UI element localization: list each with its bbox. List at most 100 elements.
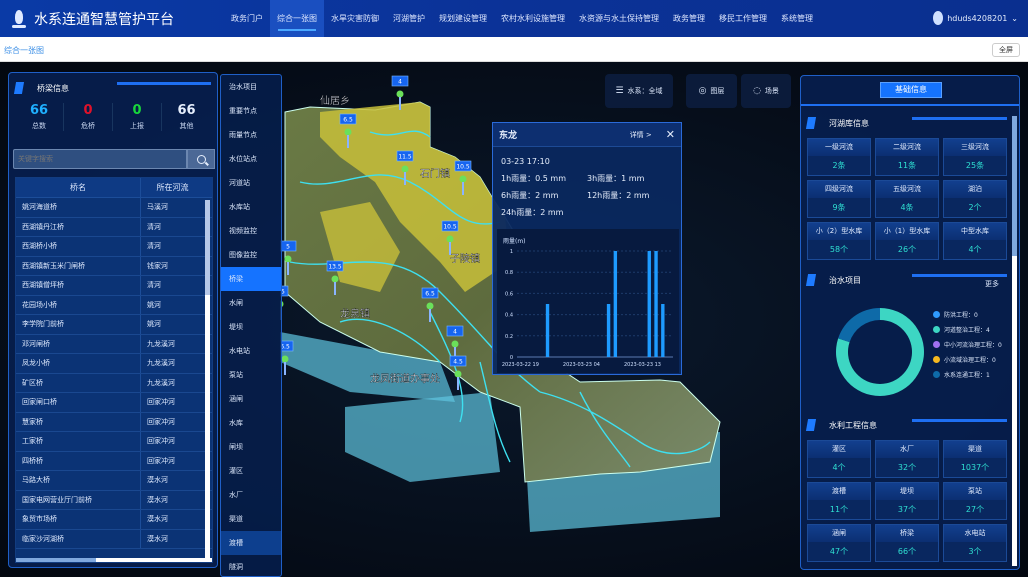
- rain-station-marker[interactable]: 6.5: [280, 340, 294, 375]
- layer-nav-item[interactable]: 桥梁: [221, 267, 281, 291]
- layer-nav-item[interactable]: 堤坝: [229, 323, 243, 331]
- table-row[interactable]: 矿区桥 九龙溪河: [16, 373, 212, 393]
- stat-card[interactable]: 小（1）型水库 26个: [875, 222, 939, 260]
- rain-station-marker[interactable]: 6.5: [421, 287, 439, 322]
- stat-card[interactable]: 灌区 4个: [807, 440, 871, 478]
- layer-nav-item[interactable]: 治水项目: [229, 83, 257, 91]
- stat-card[interactable]: 水厂 32个: [875, 440, 939, 478]
- table-row[interactable]: 西湖镇僧坪桥 清河: [16, 276, 212, 296]
- rain-station-marker[interactable]: 5: [280, 240, 297, 275]
- search-input[interactable]: [13, 149, 187, 169]
- stat-card[interactable]: 湖泊 2个: [943, 180, 1007, 218]
- rain-station-marker[interactable]: 11.5: [396, 150, 414, 185]
- table-row[interactable]: 邓河闸桥 九龙溪河: [16, 334, 212, 354]
- layers-button[interactable]: ◎ 图层: [686, 74, 737, 108]
- layer-nav-item[interactable]: 隧洞: [229, 563, 243, 571]
- legend-item[interactable]: 防洪工程：0: [933, 307, 1002, 322]
- stat-card[interactable]: 五级河流 4条: [875, 180, 939, 218]
- stat-card[interactable]: 涵闸 47个: [807, 524, 871, 562]
- nav-item[interactable]: 规划建设管理: [439, 14, 487, 23]
- vertical-scrollbar[interactable]: [205, 200, 210, 560]
- table-row[interactable]: 象贸市场桥 漠水河: [16, 510, 212, 530]
- scene-button[interactable]: ◌ 场景: [741, 74, 791, 108]
- rain-station-marker[interactable]: 4: [391, 75, 409, 110]
- table-row[interactable]: 四桥桥 回家冲河: [16, 451, 212, 471]
- layer-nav-item[interactable]: 重要节点: [229, 107, 257, 115]
- table-row[interactable]: 李学院门前桥 姚河: [16, 315, 212, 335]
- user-menu[interactable]: hduds4208201 ⌄: [933, 11, 1018, 25]
- layer-nav-item[interactable]: 涵闸: [229, 395, 243, 403]
- table-row[interactable]: 临家沙河湖桥 漠水河: [16, 529, 212, 549]
- donut-slice[interactable]: [838, 308, 880, 343]
- detail-link[interactable]: 详情 >: [629, 130, 652, 139]
- stat-card[interactable]: 二级河流 11条: [875, 138, 939, 176]
- layer-nav-item[interactable]: 水位站点: [229, 155, 257, 163]
- table-row[interactable]: 回家闸口桥 回家冲河: [16, 393, 212, 413]
- tab-basic-info[interactable]: 基础信息: [880, 82, 942, 98]
- table-row[interactable]: 慧家桥 回家冲河: [16, 412, 212, 432]
- table-row[interactable]: 凤龙小桥 九龙溪河: [16, 354, 212, 374]
- search-button[interactable]: [187, 149, 215, 169]
- table-row[interactable]: 西湖镇丹江桥 清河: [16, 217, 212, 237]
- stat-card[interactable]: 一级河流 2条: [807, 138, 871, 176]
- close-icon[interactable]: ✕: [665, 128, 675, 141]
- table-row[interactable]: 姚河海道桥 马溪河: [16, 198, 212, 218]
- table-row[interactable]: 西湖桥小桥 清河: [16, 237, 212, 257]
- nav-item[interactable]: 系统管理: [781, 14, 813, 23]
- rain-station-marker[interactable]: 10.5: [454, 160, 472, 195]
- vertical-scrollbar[interactable]: [1012, 116, 1017, 566]
- stat-card[interactable]: 泵站 27个: [943, 482, 1007, 520]
- table-row[interactable]: 西湖镇新玉米门闸桥 钱家河: [16, 256, 212, 276]
- layer-nav-item[interactable]: 闸坝: [229, 443, 243, 451]
- layer-nav-item[interactable]: 水电站: [229, 347, 250, 355]
- table-row[interactable]: 花园场小桥 姚河: [16, 295, 212, 315]
- table-row[interactable]: 马路大桥 漠水河: [16, 471, 212, 491]
- fullscreen-button[interactable]: 全屏: [992, 43, 1020, 57]
- layer-nav-item[interactable]: 雨量节点: [229, 131, 257, 139]
- more-link[interactable]: 更多: [985, 280, 999, 288]
- layer-nav-item[interactable]: 水库: [229, 419, 243, 427]
- layer-nav-item[interactable]: 泵站: [229, 371, 243, 379]
- stat-card[interactable]: 四级河流 9条: [807, 180, 871, 218]
- stat-card[interactable]: 水电站 3个: [943, 524, 1007, 562]
- nav-item[interactable]: 河湖管护: [393, 14, 425, 23]
- nav-item[interactable]: 政务门户: [231, 14, 263, 23]
- table-row[interactable]: 工家桥 回家冲河: [16, 432, 212, 452]
- column-header[interactable]: 桥名: [16, 178, 141, 197]
- stat-card[interactable]: 渡槽 11个: [807, 482, 871, 520]
- legend-item[interactable]: 小流域治理工程：0: [933, 352, 1002, 367]
- nav-item[interactable]: 政务管理: [673, 14, 705, 23]
- layer-nav-item[interactable]: 水库站: [229, 203, 250, 211]
- nav-item[interactable]: 移民工作管理: [719, 14, 767, 23]
- layer-nav-item[interactable]: 渡槽: [221, 531, 281, 555]
- layer-nav-item[interactable]: 河道站: [229, 179, 250, 187]
- stat-card[interactable]: 桥梁 66个: [875, 524, 939, 562]
- stat-card[interactable]: 渠道 1037个: [943, 440, 1007, 478]
- nav-item[interactable]: 农村水利设施管理: [501, 14, 565, 23]
- layer-nav-item[interactable]: 灌区: [229, 467, 243, 475]
- breadcrumb[interactable]: 综合一张图: [4, 46, 44, 55]
- column-header[interactable]: 所在河流: [156, 183, 189, 192]
- layer-nav-item[interactable]: 水闸: [229, 299, 243, 307]
- rain-station-marker[interactable]: 6.5: [339, 113, 357, 148]
- nav-item[interactable]: 水旱灾害防御: [331, 14, 379, 23]
- water-system-button[interactable]: ☰ 水系：全域: [605, 74, 673, 108]
- stat-card[interactable]: 中型水库 4个: [943, 222, 1007, 260]
- nav-item[interactable]: 水资源与水土保持管理: [579, 14, 659, 23]
- layer-nav-item[interactable]: 渠道: [229, 515, 243, 523]
- legend-item[interactable]: 河道整治工程：4: [933, 322, 1002, 337]
- horizontal-scrollbar[interactable]: [16, 558, 212, 562]
- stat-card[interactable]: 小（2）型水库 58个: [807, 222, 871, 260]
- rain-station-marker[interactable]: 4.5: [449, 355, 467, 390]
- legend-item[interactable]: 中小河流治理工程：0: [933, 337, 1002, 352]
- layer-nav-item[interactable]: 图像监控: [229, 251, 257, 259]
- table-row[interactable]: 国家电网营业厅门前桥 漠水河: [16, 490, 212, 510]
- rain-station-marker[interactable]: 13.5: [326, 260, 344, 295]
- stat-card[interactable]: 堤坝 37个: [875, 482, 939, 520]
- layer-nav-item[interactable]: 视频监控: [229, 227, 257, 235]
- rain-station-marker[interactable]: 10.5: [441, 220, 459, 255]
- legend-item[interactable]: 水系连通工程：1: [933, 367, 1002, 382]
- stat-card[interactable]: 三级河流 25条: [943, 138, 1007, 176]
- layer-nav-item[interactable]: 水厂: [229, 491, 243, 499]
